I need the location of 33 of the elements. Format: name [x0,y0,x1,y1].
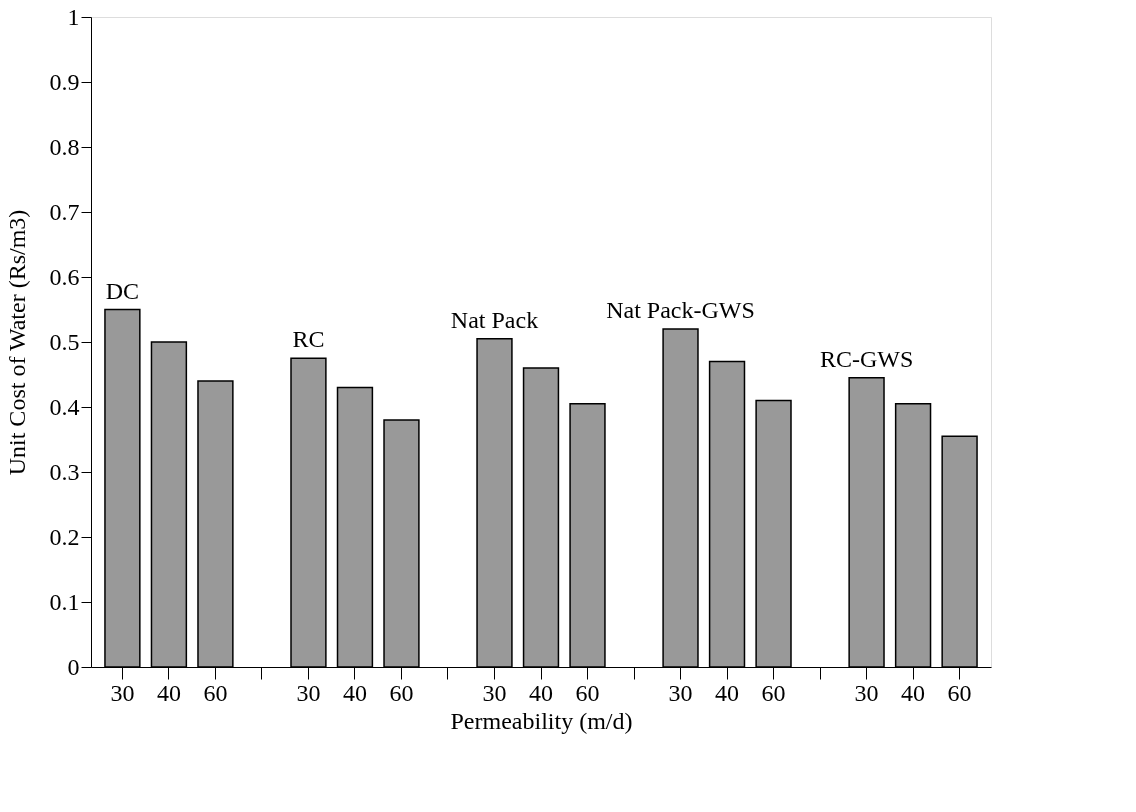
x-tick-label: 60 [761,679,786,706]
x-tick-label: 40 [715,679,740,706]
x-tick-label: 30 [668,679,693,706]
y-tick-label: 0.6 [49,263,80,290]
x-tick-label: 60 [575,679,600,706]
x-tick-label: 30 [296,679,321,706]
y-tick-label: 0.4 [49,393,80,420]
annotation: RC-GWS [819,345,914,372]
x-tick-label: 40 [529,679,553,706]
x-tick-label: 40 [342,679,367,706]
x-tick-label: 40 [156,679,181,706]
y-tick-label: 0.3 [49,458,80,485]
x-tick-label: 30 [482,679,507,706]
x-tick-label: 60 [947,679,972,706]
annotation: Nat Pack-GWS [606,297,755,323]
y-tick-label: 0.2 [49,523,80,550]
y-tick-label: 0.1 [49,588,80,615]
y-axis-title: Unit Cost of Water (Rs/m3) [3,209,30,476]
x-tick-label: 40 [901,679,926,706]
y-tick-label: 0.9 [49,68,80,95]
y-tick-label: 0.8 [49,133,80,160]
annotation: RC [292,326,325,353]
y-tick-label: 0.5 [49,328,80,355]
y-tick-label: 0 [67,653,80,680]
x-tick-label: 30 [854,679,879,706]
x-tick-label: 60 [203,679,228,706]
y-tick-label: 0.7 [49,198,80,225]
x-tick-label: 60 [389,679,414,706]
y-tick-label: 1 [67,3,80,30]
annotation: DC [105,277,140,304]
x-axis-title: Permeability (m/d) [450,707,633,734]
annotation: Nat Pack [450,306,539,333]
x-tick-label: 30 [110,679,135,706]
